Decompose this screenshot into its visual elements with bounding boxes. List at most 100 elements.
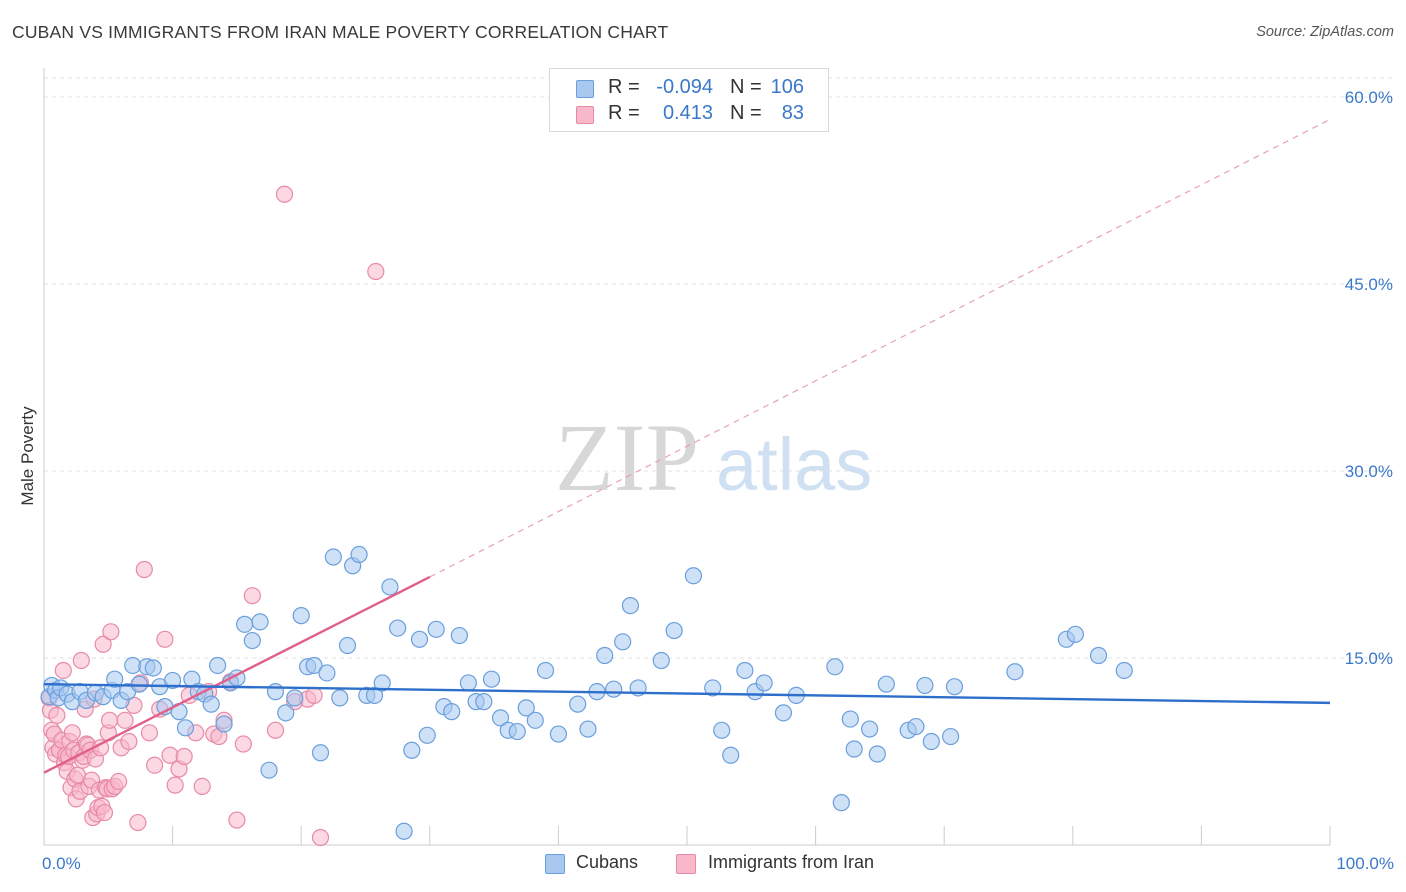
legend-r-value: 0.413 (662, 102, 713, 124)
cubans-point (176, 719, 195, 737)
iran-point (166, 776, 184, 794)
iran-point (116, 711, 134, 729)
cubans-point (215, 715, 233, 733)
legend-swatch-cubans (545, 854, 565, 874)
y-tick-label: 15.0% (1345, 649, 1393, 668)
x-tick-label: 100.0% (1336, 854, 1394, 873)
cubans-point (395, 822, 413, 840)
cubans-point (536, 661, 555, 680)
cubans-point (236, 615, 254, 633)
y-tick-label: 30.0% (1345, 462, 1393, 481)
iran-point (120, 732, 138, 751)
cubans-point (311, 744, 330, 762)
cubans-point (1006, 663, 1024, 681)
legend-swatch-iran (676, 854, 696, 874)
legend-n-value: 106 (770, 76, 804, 98)
cubans-point (381, 578, 399, 596)
legend-swatch-iran (576, 106, 594, 124)
legend-row-cubans: R = -0.094 N = 106 (550, 75, 828, 101)
iran-point (145, 756, 164, 774)
iran-point (243, 587, 261, 605)
iran-trend-line (43, 575, 431, 774)
iran-point (48, 706, 66, 724)
iran-point (156, 630, 174, 648)
iran-point (175, 747, 193, 766)
cubans-point (596, 646, 614, 665)
cubans-point (202, 695, 220, 713)
watermark-zip: ZIP (555, 404, 699, 511)
legend-swatch-cubans (576, 80, 594, 98)
legend-r-label: R = (608, 102, 640, 124)
cubans-point (124, 656, 142, 675)
cubans-point (517, 699, 535, 717)
cubans-point (324, 548, 342, 566)
cubans-point (373, 674, 391, 692)
cubans-point (826, 658, 844, 676)
watermark: ZIP atlas (555, 404, 872, 511)
iran-point (100, 711, 119, 729)
legend-n-label: N = (730, 76, 762, 98)
cubans-point (579, 720, 597, 738)
cubans-point (665, 621, 683, 640)
cubans-point (861, 720, 879, 738)
legend-label-cubans: Cubans (576, 852, 639, 872)
cubans-point (350, 545, 368, 564)
cubans-point (736, 661, 754, 680)
stats-legend: R = -0.094 N = 106 R = 0.413 N = 83 (549, 68, 829, 132)
series-legend: Cubans Immigrants from Iran (0, 852, 1406, 878)
cubans-point (491, 709, 510, 727)
iran-point (63, 724, 81, 742)
chart-title: CUBAN VS IMMIGRANTS FROM IRAN MALE POVER… (12, 22, 669, 42)
cubans-point (286, 689, 304, 707)
iran-point (305, 686, 323, 705)
cubans-point (684, 567, 703, 585)
cubans-point (945, 678, 964, 696)
iran-point (72, 651, 90, 670)
cubans-point (614, 633, 632, 651)
cubans-point (243, 631, 261, 650)
legend-label-iran: Immigrants from Iran (708, 852, 875, 872)
cubans-point (868, 745, 886, 763)
tick-labels: 15.0% 30.0% 45.0% 60.0% 0.0% 100.0% (42, 88, 1394, 873)
iran-points (40, 185, 385, 847)
cubans-point (877, 675, 895, 693)
iran-point (95, 803, 114, 822)
cubans-point (841, 710, 859, 728)
y-tick-label: 45.0% (1345, 275, 1393, 294)
cubans-point (569, 695, 587, 713)
legend-r-value: -0.094 (656, 76, 713, 98)
iran-point (102, 623, 120, 641)
cubans-point (605, 680, 623, 698)
cubans-point (266, 683, 285, 701)
cubans-point (365, 686, 384, 705)
cubans-point (475, 693, 493, 711)
legend-r-label: R = (608, 76, 640, 98)
cubans-point (1089, 646, 1108, 665)
iran-point (94, 635, 112, 653)
cubans-point (144, 659, 162, 677)
cubans-point (774, 704, 793, 722)
cubans-trend-line (43, 682, 1331, 705)
legend-n-label: N = (730, 102, 762, 124)
cubans-point (331, 689, 349, 707)
cubans-point (704, 679, 722, 697)
cubans-point (459, 674, 477, 692)
cubans-point (292, 607, 310, 625)
cubans-point (508, 722, 526, 741)
cubans-point (722, 746, 740, 764)
cubans-point (389, 619, 407, 637)
iran-point (193, 777, 211, 796)
cubans-point (106, 670, 124, 688)
iran-point (54, 661, 72, 680)
cubans-point (942, 727, 960, 746)
trend-lines (43, 118, 1331, 774)
iran-point (129, 813, 147, 832)
cubans-point (164, 671, 182, 690)
y-axis-label: Male Poverty (18, 406, 37, 506)
cubans-point (713, 721, 731, 739)
iran-point (311, 828, 330, 847)
iran-point (140, 724, 159, 742)
cubans-point (482, 670, 501, 688)
x-tick-label: 0.0% (42, 854, 81, 873)
cubans-point (621, 597, 640, 615)
